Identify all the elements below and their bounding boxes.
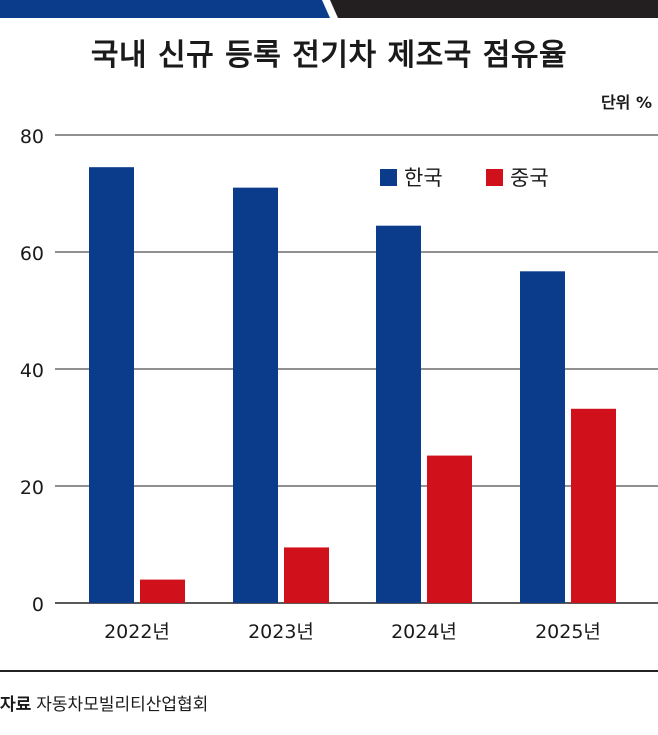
gridlines <box>55 134 658 604</box>
y-tick-label: 20 <box>20 477 44 499</box>
y-tick-label: 0 <box>32 594 44 616</box>
bars <box>89 167 616 604</box>
legend-swatch <box>380 169 397 186</box>
legend-swatch <box>486 169 503 186</box>
legend-label: 한국 <box>404 166 443 190</box>
chart-title: 국내 신규 등록 전기차 제조국 점유율 <box>90 38 568 73</box>
x-tick-label: 2025년 <box>535 621 601 643</box>
bar-korea-4 <box>520 271 565 603</box>
y-tick-label: 80 <box>20 126 44 148</box>
bar-china-2 <box>284 547 329 603</box>
x-tick-label: 2023년 <box>248 621 314 643</box>
source-text: 자동차모빌리티산업협회 <box>36 695 209 715</box>
bar-korea-3 <box>376 225 421 604</box>
source-label: 자료 <box>0 695 32 715</box>
bar-china-4 <box>571 408 616 603</box>
source-note: 자료 자동차모빌리티산업협회 <box>0 690 208 715</box>
bar-china-3 <box>427 455 472 603</box>
y-tick-label: 60 <box>20 243 44 265</box>
unit-label: 단위 % <box>600 93 652 112</box>
y-tick-label: 40 <box>20 360 44 382</box>
bar-korea-1 <box>89 167 134 604</box>
legend: 한국 중국 <box>380 166 549 190</box>
bar-korea-2 <box>233 187 278 603</box>
x-tick-label: 2024년 <box>391 621 457 643</box>
header-bar-blue-segment <box>0 0 330 18</box>
header-color-bar <box>0 0 658 18</box>
axis-labels: 0 20 40 60 80 2022년 2023년 2024년 2025년 <box>20 126 601 643</box>
bar-china-1 <box>140 579 185 603</box>
footer-divider <box>0 670 658 672</box>
legend-label: 중국 <box>510 166 549 190</box>
x-tick-label: 2022년 <box>104 621 170 643</box>
header-bar-dark-segment <box>330 0 658 18</box>
